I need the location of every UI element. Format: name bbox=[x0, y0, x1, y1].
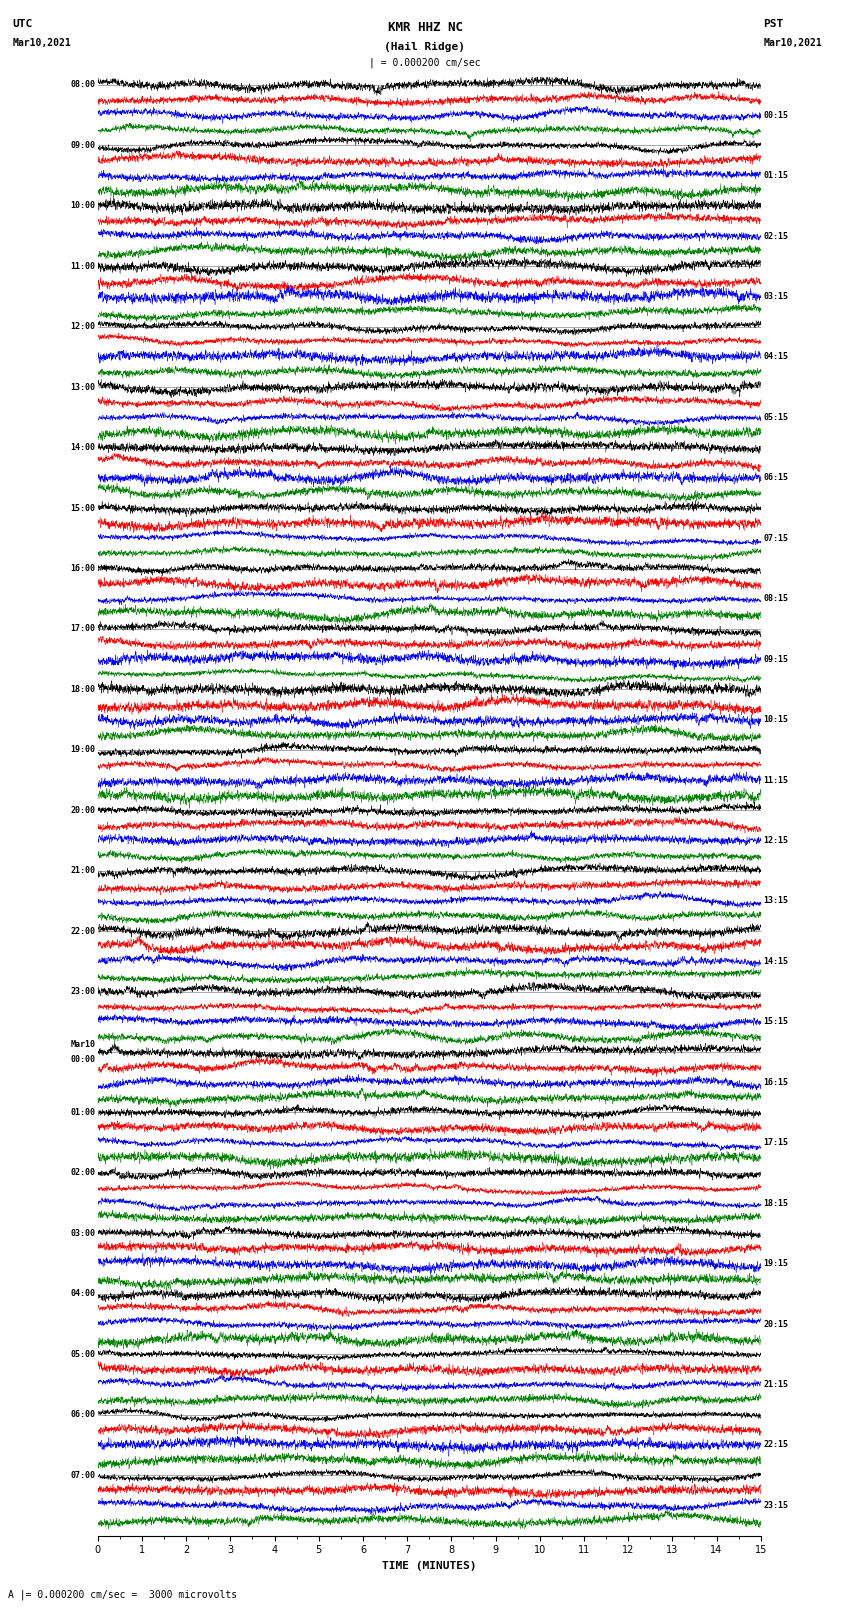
Text: 08:00: 08:00 bbox=[71, 81, 95, 89]
Text: 08:15: 08:15 bbox=[763, 594, 788, 603]
Text: 04:00: 04:00 bbox=[71, 1289, 95, 1298]
Text: 11:15: 11:15 bbox=[763, 776, 788, 784]
Text: 20:15: 20:15 bbox=[763, 1319, 788, 1329]
Text: (Hail Ridge): (Hail Ridge) bbox=[384, 42, 466, 52]
Text: 00:15: 00:15 bbox=[763, 111, 788, 119]
Text: | = 0.000200 cm/sec: | = 0.000200 cm/sec bbox=[369, 56, 481, 68]
Text: 12:15: 12:15 bbox=[763, 836, 788, 845]
Text: 02:00: 02:00 bbox=[71, 1168, 95, 1177]
Text: 03:15: 03:15 bbox=[763, 292, 788, 302]
X-axis label: TIME (MINUTES): TIME (MINUTES) bbox=[382, 1561, 477, 1571]
Text: 10:00: 10:00 bbox=[71, 202, 95, 210]
Text: 00:00: 00:00 bbox=[71, 1055, 95, 1065]
Text: 22:00: 22:00 bbox=[71, 926, 95, 936]
Text: 15:15: 15:15 bbox=[763, 1018, 788, 1026]
Text: 16:00: 16:00 bbox=[71, 565, 95, 573]
Text: 03:00: 03:00 bbox=[71, 1229, 95, 1237]
Text: 05:15: 05:15 bbox=[763, 413, 788, 423]
Text: 19:00: 19:00 bbox=[71, 745, 95, 755]
Text: 12:00: 12:00 bbox=[71, 323, 95, 331]
Text: Mar10: Mar10 bbox=[71, 1040, 95, 1048]
Text: KMR HHZ NC: KMR HHZ NC bbox=[388, 21, 462, 34]
Text: 18:00: 18:00 bbox=[71, 686, 95, 694]
Text: 06:00: 06:00 bbox=[71, 1410, 95, 1419]
Text: 14:15: 14:15 bbox=[763, 957, 788, 966]
Text: 10:15: 10:15 bbox=[763, 715, 788, 724]
Text: 05:00: 05:00 bbox=[71, 1350, 95, 1358]
Text: Mar10,2021: Mar10,2021 bbox=[13, 39, 71, 48]
Text: 11:00: 11:00 bbox=[71, 261, 95, 271]
Text: 13:00: 13:00 bbox=[71, 382, 95, 392]
Text: 21:00: 21:00 bbox=[71, 866, 95, 876]
Text: 23:00: 23:00 bbox=[71, 987, 95, 997]
Text: 06:15: 06:15 bbox=[763, 473, 788, 482]
Text: 21:15: 21:15 bbox=[763, 1381, 788, 1389]
Text: PST: PST bbox=[763, 19, 784, 29]
Text: UTC: UTC bbox=[13, 19, 33, 29]
Text: 19:15: 19:15 bbox=[763, 1260, 788, 1268]
Text: 13:15: 13:15 bbox=[763, 897, 788, 905]
Text: 09:15: 09:15 bbox=[763, 655, 788, 663]
Text: 18:15: 18:15 bbox=[763, 1198, 788, 1208]
Text: 17:00: 17:00 bbox=[71, 624, 95, 634]
Text: Mar10,2021: Mar10,2021 bbox=[763, 39, 822, 48]
Text: 01:15: 01:15 bbox=[763, 171, 788, 181]
Text: 09:00: 09:00 bbox=[71, 140, 95, 150]
Text: 02:15: 02:15 bbox=[763, 232, 788, 240]
Text: A |= 0.000200 cm/sec =  3000 microvolts: A |= 0.000200 cm/sec = 3000 microvolts bbox=[8, 1589, 238, 1600]
Text: 07:15: 07:15 bbox=[763, 534, 788, 544]
Text: 01:00: 01:00 bbox=[71, 1108, 95, 1116]
Text: 07:00: 07:00 bbox=[71, 1471, 95, 1479]
Text: 23:15: 23:15 bbox=[763, 1500, 788, 1510]
Text: 04:15: 04:15 bbox=[763, 353, 788, 361]
Text: 15:00: 15:00 bbox=[71, 503, 95, 513]
Text: 22:15: 22:15 bbox=[763, 1440, 788, 1450]
Text: 20:00: 20:00 bbox=[71, 806, 95, 815]
Text: 16:15: 16:15 bbox=[763, 1077, 788, 1087]
Text: 14:00: 14:00 bbox=[71, 444, 95, 452]
Text: 17:15: 17:15 bbox=[763, 1139, 788, 1147]
